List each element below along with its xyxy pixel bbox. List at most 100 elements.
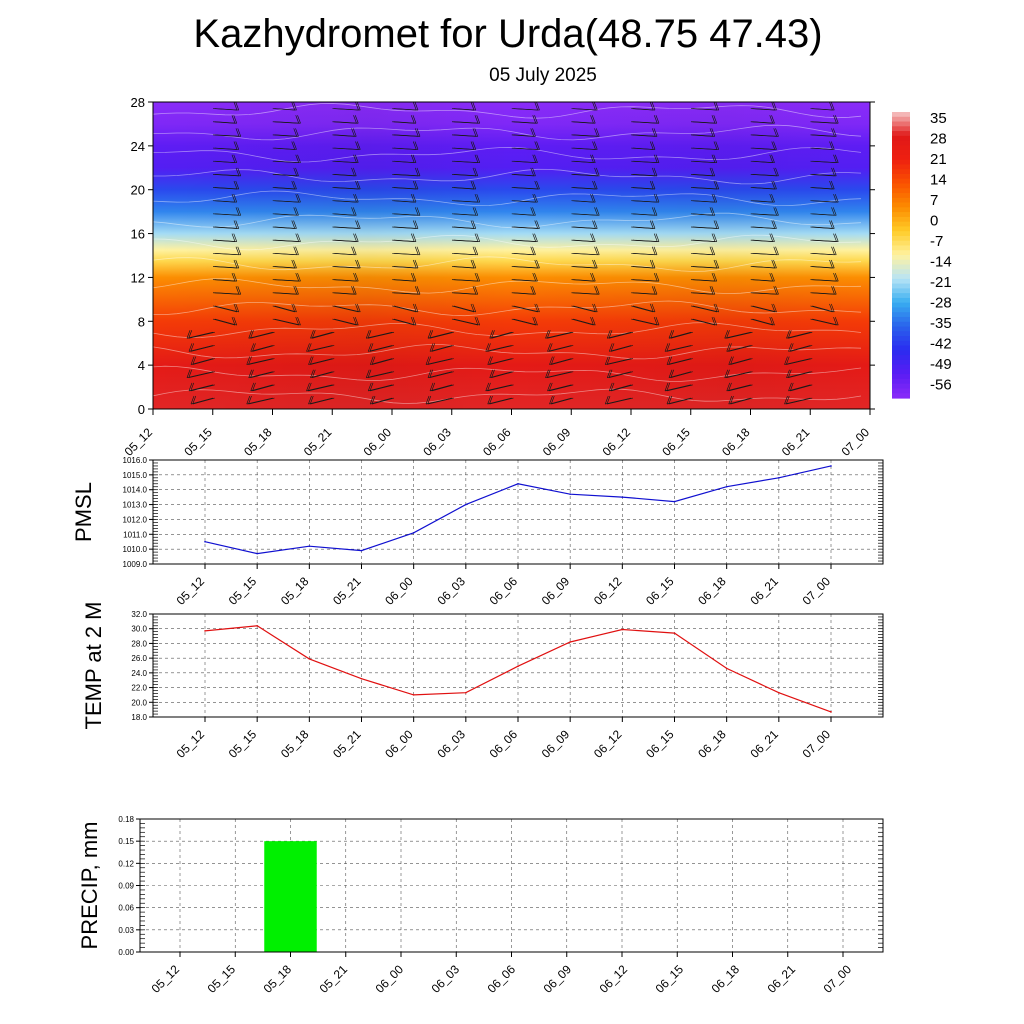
wind-barb-flag (649, 220, 654, 229)
wind-barb-flag (416, 167, 421, 176)
wind-barb-flag (472, 220, 477, 229)
y-tick-label: 28.0 (131, 639, 147, 648)
wind-barb-flag (709, 128, 714, 137)
wind-barb (429, 384, 453, 392)
wind-barb-flag (233, 102, 238, 111)
wind-barb-flag (592, 303, 596, 313)
wind-barb-flag (425, 395, 430, 405)
wind-barb-flag (532, 316, 537, 326)
wind-barb-flag (593, 180, 598, 190)
wind-barb (214, 160, 237, 164)
wind-barb-flag (474, 194, 479, 203)
wind-barb (453, 160, 480, 164)
wind-barb-flag (427, 356, 432, 365)
wind-barb-flag (829, 259, 833, 269)
wind-barb (752, 147, 777, 150)
x-tick-label: 05_21 (317, 962, 351, 996)
data-point (569, 641, 571, 643)
wind-barb (670, 331, 693, 339)
colorbar-swatch (892, 131, 910, 137)
y-tick-label: 28 (131, 95, 145, 110)
wind-barb (513, 252, 536, 256)
wind-barb (573, 108, 598, 111)
wind-barb-flag (237, 167, 242, 176)
wind-barb-flag (713, 233, 718, 242)
wind-barb-flag (231, 233, 236, 242)
wind-barb-flag (233, 194, 238, 203)
wind-barb-flag (713, 259, 718, 269)
wind-barb-flag (532, 272, 537, 282)
wind-barb (784, 358, 811, 365)
wind-barb (692, 108, 719, 111)
wind-barb-flag (832, 207, 837, 216)
wind-barb (692, 292, 715, 295)
wind-barb-flag (367, 382, 372, 392)
wind-barb-flag (235, 246, 240, 255)
wind-barb (513, 174, 536, 177)
x-tick-label: 07_00 (839, 425, 873, 459)
wind-barb-flag (653, 316, 658, 326)
wind-barb-flag (773, 128, 778, 137)
wind-barb-flag (293, 303, 297, 313)
wind-barb-flag (306, 382, 310, 392)
wind-barb-flag (532, 286, 536, 295)
wind-barb (668, 397, 693, 405)
colorbar-swatch (892, 364, 910, 370)
wind-barb-flag (410, 154, 415, 163)
wind-barb (692, 266, 719, 269)
x-tick-label: 06_00 (361, 425, 395, 459)
wind-barb-flag (470, 220, 475, 229)
data-point (308, 658, 311, 660)
contour-line (153, 256, 862, 272)
wind-barb-flag (489, 395, 493, 405)
wind-barb-flag (834, 316, 839, 326)
wind-barb-flag (412, 180, 417, 190)
wind-barb-flag (548, 382, 553, 392)
wind-barb (812, 187, 835, 190)
wind-barb-flag (713, 194, 718, 203)
wind-barb-flag (476, 194, 481, 203)
x-tick-label: 05_15 (205, 962, 239, 996)
wind-barb-flag (787, 330, 792, 339)
x-tick-label: 07_00 (800, 727, 834, 761)
wind-barb-flag (534, 194, 538, 203)
wind-barb-flag (192, 395, 197, 405)
wind-barb (334, 200, 359, 203)
wind-barb (608, 331, 634, 339)
wind-barb (513, 266, 540, 269)
wind-barb-flag (351, 167, 355, 176)
wind-barb-flag (534, 303, 539, 313)
wind-barb-flag (472, 259, 477, 269)
wind-barb (549, 397, 572, 405)
wind-barb (609, 345, 632, 352)
wind-barb-flag (472, 141, 477, 150)
wind-barb (334, 147, 361, 150)
x-tick-label: 06_09 (541, 962, 575, 996)
wind-barb (429, 345, 453, 352)
wind-barb-flag (534, 102, 539, 111)
wind-barb (664, 384, 692, 392)
wind-barb-flag (594, 286, 598, 295)
wind-barb-flag (412, 316, 417, 326)
wind-barb (547, 331, 574, 339)
wind-barb-flag (472, 303, 477, 313)
wind-barb-flag (427, 395, 432, 405)
wind-barb-flag (192, 356, 197, 365)
wind-barb (668, 371, 692, 379)
wind-barb (692, 134, 715, 137)
wind-barb-flag (608, 343, 613, 352)
wind-barb-flag (190, 395, 195, 405)
wind-barb-flag (668, 330, 673, 339)
wind-barb-flag (830, 303, 835, 313)
wind-barb (788, 384, 811, 392)
wind-barb (368, 345, 393, 352)
wind-barb-flag (295, 246, 299, 255)
y-tick-label: 0.06 (118, 904, 134, 913)
wind-barb (453, 121, 480, 124)
wind-barb (274, 239, 301, 242)
y-tick-label: 1013.0 (123, 501, 148, 510)
wind-barb-flag (591, 316, 596, 326)
wind-barb-flag (429, 382, 434, 392)
x-tick-label: 06_12 (591, 574, 625, 608)
x-tick-label: 06_03 (420, 425, 454, 459)
